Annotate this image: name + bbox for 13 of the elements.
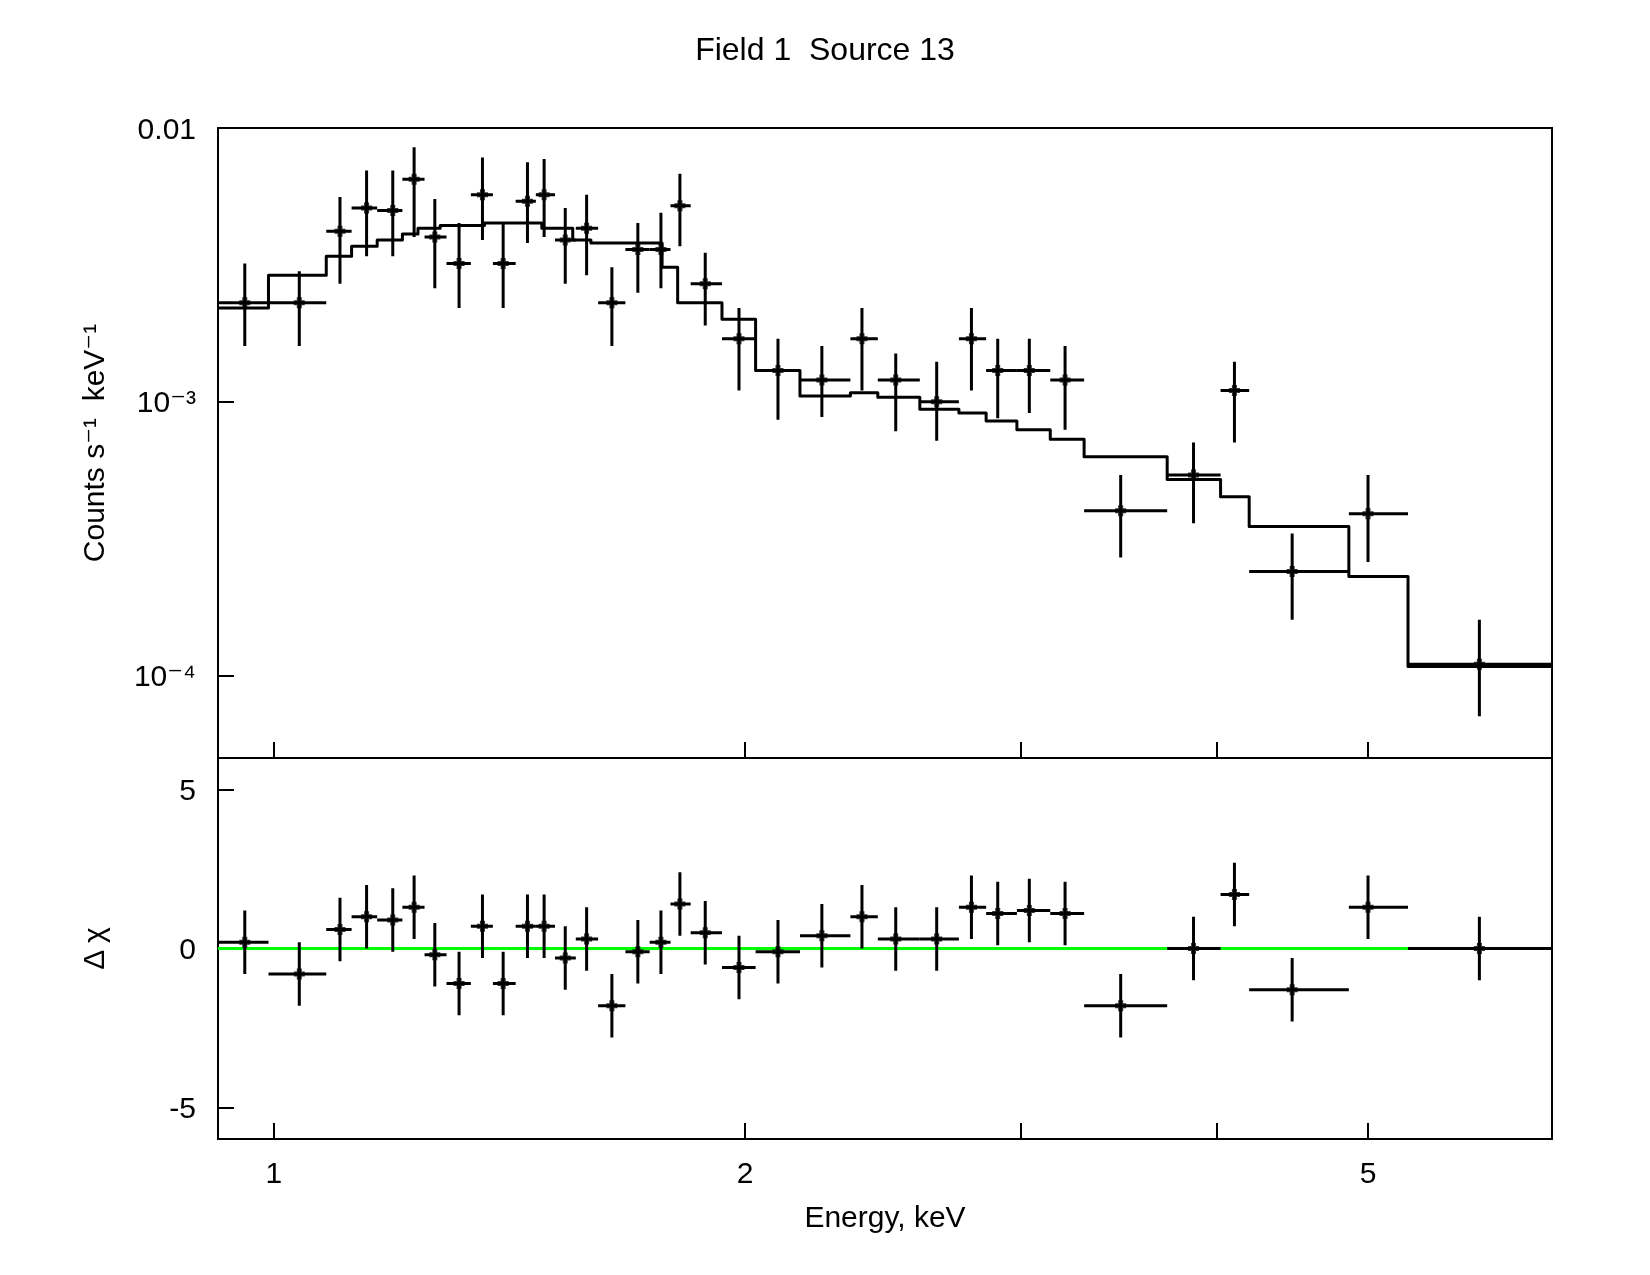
y-tick-label: -5 [169, 1090, 196, 1124]
y-axis-title: Δ χ [76, 927, 110, 970]
y-tick-label: 10⁻⁴ [133, 659, 196, 693]
chart-title: Field 1 Source 13 [695, 31, 955, 67]
x-axis-title: Energy, keV [804, 1199, 966, 1233]
y-tick-label: 5 [179, 773, 196, 807]
y-tick-label: 10⁻³ [136, 385, 196, 419]
x-tick-label: 2 [736, 1155, 754, 1189]
x-tick-label: 1 [265, 1155, 283, 1189]
y-axis-title: Counts s⁻¹ keV⁻¹ [76, 323, 110, 563]
y-tick-label: 0 [179, 932, 196, 965]
y-tick-label: 0.01 [137, 111, 196, 145]
x-tick-label: 5 [1359, 1155, 1377, 1189]
